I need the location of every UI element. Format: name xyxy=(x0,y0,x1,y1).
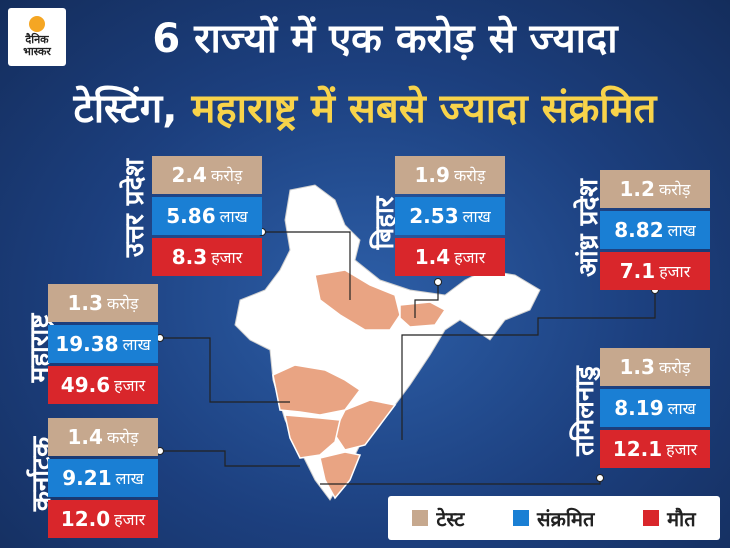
card-ka: 1.4 करोड़ 9.21 लाख 12.0 हजार xyxy=(48,418,158,541)
deaths-swatch xyxy=(643,510,660,526)
karnataka-region xyxy=(284,414,341,459)
legend-item-test: टेस्ट xyxy=(412,505,464,532)
deaths-value: 7.1 xyxy=(619,259,656,283)
legend-item-infected: संक्रमित xyxy=(512,505,595,532)
test-value: 1.4 xyxy=(67,425,103,449)
deaths-unit: हजार xyxy=(114,376,146,395)
card-mh: 1.3 करोड़ 19.38 लाख 49.6 हजार xyxy=(48,284,158,407)
test-row: 1.2 करोड़ xyxy=(600,170,710,208)
tamil-nadu-region xyxy=(319,451,362,500)
title-line1: 6 राज्यों में एक करोड़ से ज्यादा xyxy=(152,16,618,62)
legend-item-deaths: मौत xyxy=(643,505,696,532)
legend-label-infected: संक्रमित xyxy=(536,506,595,531)
card-tn: 1.3 करोड़ 8.19 लाख 12.1 हजार xyxy=(600,348,710,471)
infected-unit: लाख xyxy=(122,335,151,354)
title-line2-part1: टेस्टिंग, xyxy=(73,86,178,132)
deaths-unit: हजार xyxy=(114,510,146,529)
infected-swatch xyxy=(512,510,529,526)
title-line2: टेस्टिंग, महाराष्ट्र में सबसे ज्यादा संक… xyxy=(0,86,730,132)
deaths-unit: हजार xyxy=(211,248,243,267)
infected-row: 19.38 लाख xyxy=(48,325,158,363)
connector-mh xyxy=(160,337,290,403)
connector-tn xyxy=(320,478,601,485)
card-ap: 1.2 करोड़ 8.82 लाख 7.1 हजार xyxy=(600,170,710,293)
connector-dot-bihar xyxy=(434,278,442,286)
test-row: 1.9 करोड़ xyxy=(395,156,505,194)
test-value: 2.4 xyxy=(171,163,207,187)
test-row: 1.3 करोड़ xyxy=(600,348,710,386)
test-row: 1.3 करोड़ xyxy=(48,284,158,322)
infected-unit: लाख xyxy=(115,469,144,488)
deaths-value: 1.4 xyxy=(414,245,451,269)
test-value: 1.9 xyxy=(414,163,450,187)
infected-value: 5.86 xyxy=(166,204,216,228)
connector-ka xyxy=(160,450,300,467)
legend: टेस्ट संक्रमित मौत xyxy=(388,496,720,540)
sun-icon xyxy=(29,16,45,32)
deaths-row: 1.4 हजार xyxy=(395,238,505,276)
india-map xyxy=(234,184,541,501)
infected-value: 9.21 xyxy=(62,466,112,490)
deaths-row: 8.3 हजार xyxy=(152,238,262,276)
test-unit: करोड़ xyxy=(658,358,691,377)
state-label-up: उत्तर प्रदेश xyxy=(120,158,150,258)
test-unit: करोड़ xyxy=(210,166,243,185)
card-bihar: 1.9 करोड़ 2.53 लाख 1.4 हजार xyxy=(395,156,505,279)
test-value: 1.3 xyxy=(67,291,103,315)
legend-label-deaths: मौत xyxy=(667,506,696,531)
deaths-row: 7.1 हजार xyxy=(600,252,710,290)
deaths-value: 49.6 xyxy=(60,373,111,397)
infected-row: 9.21 लाख xyxy=(48,459,158,497)
infected-row: 5.86 लाख xyxy=(152,197,262,235)
connector-ap xyxy=(401,290,656,440)
test-unit: करोड़ xyxy=(106,294,139,313)
infected-unit: लाख xyxy=(667,221,696,240)
infected-value: 8.19 xyxy=(614,396,664,420)
infected-row: 8.82 लाख xyxy=(600,211,710,249)
infected-row: 2.53 लाख xyxy=(395,197,505,235)
test-unit: करोड़ xyxy=(453,166,486,185)
connector-up xyxy=(262,231,351,300)
test-value: 1.3 xyxy=(619,355,655,379)
test-row: 1.4 करोड़ xyxy=(48,418,158,456)
infected-unit: लाख xyxy=(667,399,696,418)
connector-dot-tn xyxy=(596,474,604,482)
infected-value: 8.82 xyxy=(614,218,664,242)
test-unit: करोड़ xyxy=(106,428,139,447)
deaths-row: 12.0 हजार xyxy=(48,500,158,538)
state-label-tn: तमिलनाडु xyxy=(570,366,600,456)
card-up: 2.4 करोड़ 5.86 लाख 8.3 हजार xyxy=(152,156,262,279)
maharashtra-region xyxy=(272,364,362,416)
deaths-unit: हजार xyxy=(666,440,698,459)
infected-unit: लाख xyxy=(219,207,248,226)
test-row: 2.4 करोड़ xyxy=(152,156,262,194)
deaths-row: 12.1 हजार xyxy=(600,430,710,468)
deaths-unit: हजार xyxy=(659,262,691,281)
infected-value: 2.53 xyxy=(409,204,459,228)
infected-unit: लाख xyxy=(462,207,491,226)
deaths-unit: हजार xyxy=(454,248,486,267)
deaths-value: 12.0 xyxy=(60,507,111,531)
test-swatch xyxy=(412,510,429,526)
test-unit: करोड़ xyxy=(658,180,691,199)
logo-line1: दैनिक xyxy=(25,33,49,46)
logo-line2: भास्कर xyxy=(23,45,51,58)
dainik-bhaskar-logo: दैनिक भास्कर xyxy=(8,8,66,66)
infected-row: 8.19 लाख xyxy=(600,389,710,427)
connector-bihar xyxy=(414,282,439,318)
title-line2-highlight: महाराष्ट्र में सबसे ज्यादा संक्रमित xyxy=(191,86,657,132)
legend-label-test: टेस्ट xyxy=(436,506,465,531)
uttar-pradesh-region xyxy=(314,269,401,331)
infected-value: 19.38 xyxy=(55,332,119,356)
deaths-value: 12.1 xyxy=(612,437,663,461)
deaths-row: 49.6 हजार xyxy=(48,366,158,404)
test-value: 1.2 xyxy=(619,177,655,201)
deaths-value: 8.3 xyxy=(171,245,208,269)
bihar-region xyxy=(399,301,447,328)
